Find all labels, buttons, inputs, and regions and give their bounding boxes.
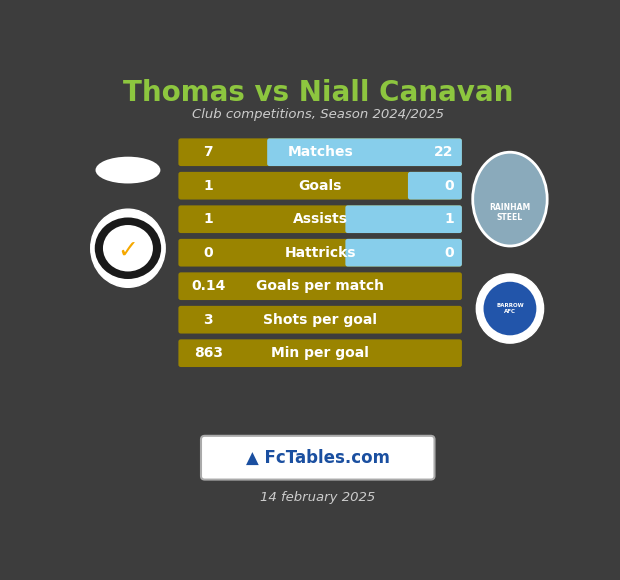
Circle shape bbox=[94, 216, 162, 280]
Text: 1: 1 bbox=[203, 212, 213, 226]
Text: Club competitions, Season 2024/2025: Club competitions, Season 2024/2025 bbox=[192, 108, 444, 121]
FancyBboxPatch shape bbox=[179, 306, 462, 334]
FancyBboxPatch shape bbox=[179, 239, 462, 267]
Text: RAINHAM
STEEL: RAINHAM STEEL bbox=[489, 203, 531, 222]
Ellipse shape bbox=[91, 209, 165, 287]
Text: Shots per goal: Shots per goal bbox=[263, 313, 377, 327]
Ellipse shape bbox=[476, 274, 544, 343]
Text: 0: 0 bbox=[444, 179, 454, 193]
Text: 0: 0 bbox=[203, 246, 213, 260]
Text: BARROW
AFC: BARROW AFC bbox=[496, 303, 524, 314]
Text: 14 february 2025: 14 february 2025 bbox=[260, 491, 375, 504]
Ellipse shape bbox=[95, 157, 161, 183]
Ellipse shape bbox=[472, 152, 547, 246]
Text: Min per goal: Min per goal bbox=[271, 346, 369, 360]
Text: Assists: Assists bbox=[293, 212, 348, 226]
Text: 863: 863 bbox=[194, 346, 223, 360]
Text: 7: 7 bbox=[203, 145, 213, 160]
Text: Hattricks: Hattricks bbox=[285, 246, 356, 260]
FancyBboxPatch shape bbox=[179, 172, 462, 200]
FancyBboxPatch shape bbox=[201, 436, 435, 480]
FancyBboxPatch shape bbox=[179, 139, 462, 166]
Text: 22: 22 bbox=[434, 145, 454, 160]
Text: 0: 0 bbox=[444, 246, 454, 260]
Text: Matches: Matches bbox=[287, 145, 353, 160]
Text: ✓: ✓ bbox=[117, 238, 138, 263]
FancyBboxPatch shape bbox=[345, 205, 462, 233]
FancyBboxPatch shape bbox=[179, 339, 462, 367]
Text: 3: 3 bbox=[203, 313, 213, 327]
Text: 0.14: 0.14 bbox=[191, 279, 226, 293]
Circle shape bbox=[103, 225, 153, 271]
Text: Goals per match: Goals per match bbox=[256, 279, 384, 293]
FancyBboxPatch shape bbox=[267, 139, 462, 166]
FancyBboxPatch shape bbox=[408, 172, 462, 200]
FancyBboxPatch shape bbox=[179, 205, 462, 233]
Text: Goals: Goals bbox=[298, 179, 342, 193]
Text: Thomas vs Niall Canavan: Thomas vs Niall Canavan bbox=[123, 79, 513, 107]
FancyBboxPatch shape bbox=[179, 273, 462, 300]
Text: ▲ FcTables.com: ▲ FcTables.com bbox=[246, 449, 390, 467]
Ellipse shape bbox=[484, 282, 536, 335]
Text: 1: 1 bbox=[444, 212, 454, 226]
FancyBboxPatch shape bbox=[345, 239, 462, 267]
Text: 1: 1 bbox=[203, 179, 213, 193]
